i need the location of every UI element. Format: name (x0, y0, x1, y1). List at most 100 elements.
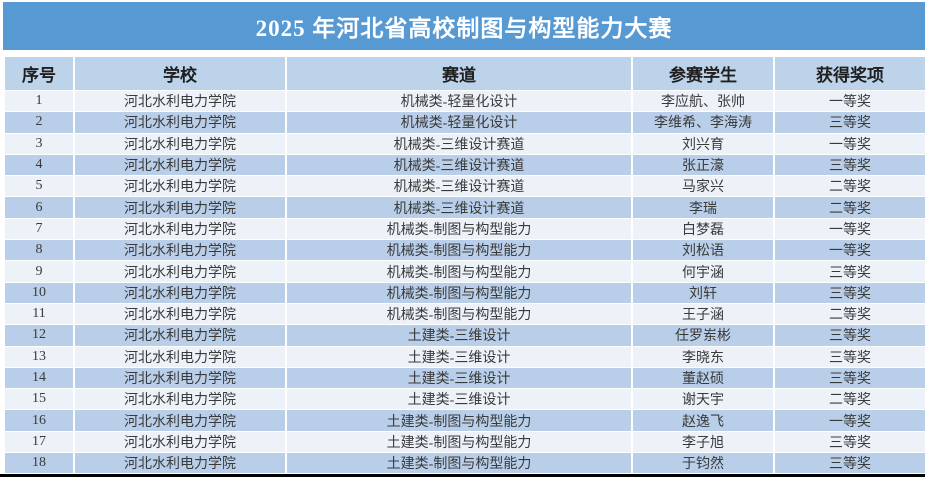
cell-track: 土建类-三维设计 (285, 366, 633, 390)
cell-award: 三等奖 (773, 153, 927, 177)
cell-index: 3 (3, 132, 75, 155)
cell-school: 河北水利电力学院 (73, 132, 287, 155)
cell-track: 机械类-三维设计赛道 (285, 196, 633, 219)
cell-student: 刘松语 (631, 239, 775, 262)
table-bottom-border (0, 474, 925, 478)
cell-track: 机械类-制图与构型能力 (285, 302, 633, 326)
cell-school: 河北水利电力学院 (73, 366, 287, 390)
cell-track: 土建类-制图与构型能力 (285, 430, 633, 454)
cell-award: 三等奖 (773, 430, 927, 454)
cell-index: 6 (3, 196, 75, 219)
cell-student: 白梦磊 (631, 217, 775, 241)
cell-school: 河北水利电力学院 (73, 324, 287, 347)
table-row: 13 河北水利电力学院 土建类-三维设计 李晓东 三等奖 (3, 345, 927, 368)
cell-award: 三等奖 (773, 452, 927, 475)
page-title: 2025 年河北省高校制图与构型能力大赛 (255, 16, 673, 41)
cell-index: 7 (3, 217, 75, 241)
cell-school: 河北水利电力学院 (73, 452, 287, 475)
table-row: 12 河北水利电力学院 土建类-三维设计 任罗岽彬 三等奖 (3, 324, 927, 347)
cell-award: 三等奖 (773, 366, 927, 390)
cell-track: 土建类-三维设计 (285, 345, 633, 368)
table-row: 10 河北水利电力学院 机械类-制图与构型能力 刘轩 三等奖 (3, 281, 927, 304)
table-row: 3 河北水利电力学院 机械类-三维设计赛道 刘兴育 一等奖 (3, 132, 927, 155)
cell-student: 谢天宇 (631, 388, 775, 411)
cell-index: 5 (3, 175, 75, 198)
cell-award: 二等奖 (773, 302, 927, 326)
cell-award: 二等奖 (773, 388, 927, 411)
table-row: 4 河北水利电力学院 机械类-三维设计赛道 张正濠 三等奖 (3, 153, 927, 177)
cell-student: 马家兴 (631, 175, 775, 198)
cell-index: 10 (3, 281, 75, 304)
cell-index: 9 (3, 260, 75, 283)
cell-track: 机械类-三维设计赛道 (285, 153, 633, 177)
table-row: 6 河北水利电力学院 机械类-三维设计赛道 李瑞 二等奖 (3, 196, 927, 219)
cell-student: 于钧然 (631, 452, 775, 475)
cell-index: 4 (3, 153, 75, 177)
cell-school: 河北水利电力学院 (73, 345, 287, 368)
cell-track: 机械类-三维设计赛道 (285, 132, 633, 155)
cell-student: 李应航、张帅 (631, 89, 775, 113)
column-header-track: 赛道 (285, 56, 633, 91)
cell-award: 一等奖 (773, 239, 927, 262)
cell-index: 17 (3, 430, 75, 454)
cell-track: 土建类-三维设计 (285, 324, 633, 347)
cell-school: 河北水利电力学院 (73, 302, 287, 326)
cell-index: 16 (3, 409, 75, 432)
cell-school: 河北水利电力学院 (73, 175, 287, 198)
table-row: 18 河北水利电力学院 土建类-制图与构型能力 于钧然 三等奖 (3, 452, 927, 475)
cell-student: 何宇涵 (631, 260, 775, 283)
cell-student: 李瑞 (631, 196, 775, 219)
column-header-index: 序号 (3, 56, 75, 91)
cell-index: 15 (3, 388, 75, 411)
table-row: 15 河北水利电力学院 土建类-三维设计 谢天宇 二等奖 (3, 388, 927, 411)
cell-index: 12 (3, 324, 75, 347)
cell-school: 河北水利电力学院 (73, 260, 287, 283)
cell-school: 河北水利电力学院 (73, 153, 287, 177)
cell-school: 河北水利电力学院 (73, 409, 287, 432)
cell-school: 河北水利电力学院 (73, 430, 287, 454)
table-row: 5 河北水利电力学院 机械类-三维设计赛道 马家兴 二等奖 (3, 175, 927, 198)
cell-index: 1 (3, 89, 75, 113)
cell-award: 一等奖 (773, 89, 927, 113)
cell-award: 三等奖 (773, 345, 927, 368)
table-row: 11 河北水利电力学院 机械类-制图与构型能力 王子涵 二等奖 (3, 302, 927, 326)
table-row: 2 河北水利电力学院 机械类-轻量化设计 李维希、李海涛 三等奖 (3, 111, 927, 134)
cell-index: 8 (3, 239, 75, 262)
cell-track: 土建类-制图与构型能力 (285, 452, 633, 475)
cell-award: 一等奖 (773, 132, 927, 155)
cell-award: 三等奖 (773, 324, 927, 347)
table-header-row: 序号 学校 赛道 参赛学生 获得奖项 (3, 56, 927, 91)
column-header-award: 获得奖项 (773, 56, 927, 91)
cell-track: 机械类-轻量化设计 (285, 111, 633, 134)
cell-track: 机械类-制图与构型能力 (285, 260, 633, 283)
cell-index: 11 (3, 302, 75, 326)
cell-student: 李晓东 (631, 345, 775, 368)
cell-track: 机械类-制图与构型能力 (285, 217, 633, 241)
cell-student: 赵逸飞 (631, 409, 775, 432)
table-row: 8 河北水利电力学院 机械类-制图与构型能力 刘松语 一等奖 (3, 239, 927, 262)
cell-track: 土建类-制图与构型能力 (285, 409, 633, 432)
cell-track: 土建类-三维设计 (285, 388, 633, 411)
cell-student: 王子涵 (631, 302, 775, 326)
table-row: 9 河北水利电力学院 机械类-制图与构型能力 何宇涵 三等奖 (3, 260, 927, 283)
cell-index: 2 (3, 111, 75, 134)
cell-student: 李维希、李海涛 (631, 111, 775, 134)
column-header-student: 参赛学生 (631, 56, 775, 91)
cell-award: 三等奖 (773, 111, 927, 134)
cell-student: 张正濠 (631, 153, 775, 177)
cell-school: 河北水利电力学院 (73, 196, 287, 219)
cell-student: 李子旭 (631, 430, 775, 454)
cell-student: 刘兴育 (631, 132, 775, 155)
cell-school: 河北水利电力学院 (73, 89, 287, 113)
table-row: 1 河北水利电力学院 机械类-轻量化设计 李应航、张帅 一等奖 (3, 89, 927, 113)
cell-student: 任罗岽彬 (631, 324, 775, 347)
table-row: 16 河北水利电力学院 土建类-制图与构型能力 赵逸飞 一等奖 (3, 409, 927, 432)
cell-student: 刘轩 (631, 281, 775, 304)
awards-table: 序号 学校 赛道 参赛学生 获得奖项 1 河北水利电力学院 机械类-轻量化设计 李应航、张帅一… (3, 56, 927, 475)
award-results-page: 2025 年河北省高校制图与构型能力大赛 序号 学校 赛道 参赛学生 获得奖项 1 河北水… (0, 2, 927, 478)
table-row: 14 河北水利电力学院 土建类-三维设计 董赵硕 三等奖 (3, 366, 927, 390)
cell-award: 三等奖 (773, 281, 927, 304)
cell-school: 河北水利电力学院 (73, 281, 287, 304)
cell-award: 一等奖 (773, 409, 927, 432)
cell-track: 机械类-三维设计赛道 (285, 175, 633, 198)
